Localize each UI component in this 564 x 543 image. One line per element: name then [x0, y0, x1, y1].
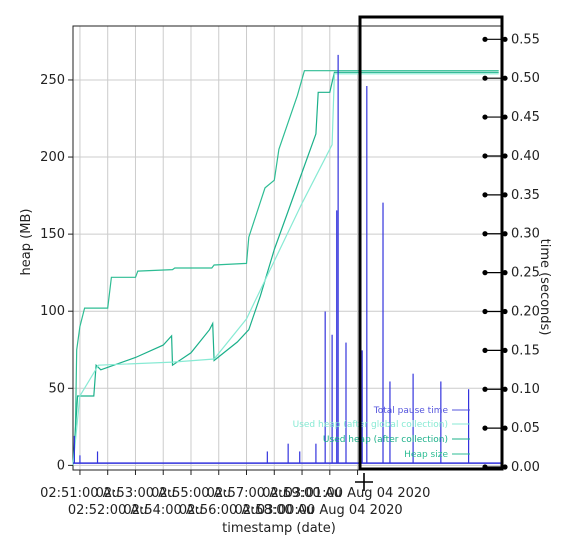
legend-label: Used heap (after collection) — [323, 435, 448, 445]
y-right-tick-label: 0.50 — [511, 71, 540, 86]
y-left-axis-title: heap (MB) — [19, 209, 34, 276]
series-line-1 — [72, 71, 499, 466]
y-right-tick-label: 0.00 — [511, 460, 540, 475]
selection-box[interactable] — [358, 15, 504, 471]
x-tick-label: 02:53:00 Au — [96, 486, 176, 501]
y-right-tick-dot — [502, 464, 508, 470]
x-tick-label: 02:56:00 Au — [179, 503, 259, 518]
y-right-tick-dot — [482, 308, 488, 315]
y-right-tick-label: 0.25 — [511, 266, 540, 281]
y-right-tick-dot — [482, 231, 488, 237]
x-tick-label: 02:59:00 Au — [262, 486, 342, 501]
y-right-tick-label: 0.35 — [511, 188, 540, 203]
y-right-tick-label: 0.40 — [511, 149, 540, 164]
x-tick-label: 02:58:00 Au — [234, 503, 314, 518]
y-right-tick-dot — [482, 153, 488, 159]
y-right-tick-dot — [482, 386, 488, 392]
y-right-tick-label: 0.55 — [511, 32, 540, 47]
x-tick-label: 03:00:00 Aug 04 2020 — [257, 503, 403, 518]
y-right-tick-dot — [502, 231, 508, 237]
y-right-axis-title: time (seconds) — [537, 239, 552, 336]
series-line-0 — [72, 70, 499, 466]
y-right-tick-dot — [502, 153, 508, 159]
x-tick-label: 02:52:00 Au — [68, 503, 148, 518]
x-tick-label: 03:01:00 Aug 04 2020 — [285, 486, 431, 501]
y-right-tick-dot — [482, 36, 488, 42]
y-left-tick-label: 0 — [57, 458, 65, 473]
y-right-tick-label: 0.10 — [511, 382, 540, 397]
y-left-tick-label: 250 — [40, 73, 65, 88]
y-right-tick-dot — [482, 192, 488, 198]
legend-label: Total pause time — [373, 406, 449, 416]
y-right-tick-dot — [482, 270, 488, 276]
x-tick-label: 02:54:00 Au — [123, 503, 203, 518]
y-right-tick-dot — [502, 36, 508, 42]
y-right-tick-label: 0.45 — [511, 110, 540, 125]
y-right-tick-dot — [502, 425, 508, 431]
y-right-tick-label: 0.20 — [511, 304, 540, 319]
y-right-tick-dot — [482, 114, 488, 120]
left-axis: 0 50 100 150 200 250 — [40, 73, 73, 473]
y-right-tick-dot — [502, 308, 508, 315]
crosshair-cursor-icon — [355, 473, 373, 491]
y-left-tick-label: 150 — [40, 227, 65, 242]
y-right-tick-dot — [482, 75, 488, 81]
y-left-tick-label: 200 — [40, 150, 65, 165]
grid-lines — [73, 26, 501, 470]
legend: Total pause time Used heap (after global … — [293, 406, 470, 460]
y-right-tick-dot — [502, 75, 508, 81]
x-axis-title: timestamp (date) — [222, 521, 336, 536]
y-right-tick-dot — [482, 347, 488, 353]
series-line-2 — [72, 73, 499, 466]
y-left-tick-label: 100 — [40, 304, 65, 319]
y-right-tick-label: 0.05 — [511, 421, 540, 436]
legend-label: Used heap (after global collection) — [293, 420, 448, 430]
legend-label: Heap size — [404, 450, 448, 460]
series-layer — [72, 54, 501, 466]
y-right-tick-dot — [502, 347, 508, 353]
y-right-tick-dot — [502, 386, 508, 392]
y-right-tick-dot — [502, 270, 508, 276]
y-right-tick-dot — [502, 192, 508, 198]
plot-frame — [72, 25, 502, 471]
x-axis: 02:51:00 Au 02:52:00 Au 02:53:00 Au 02:54:0… — [40, 470, 430, 518]
x-tick-label: 02:55:00 Au — [151, 486, 231, 501]
y-right-tick-label: 0.30 — [511, 227, 540, 242]
right-axis: 0.00 0.05 0.10 0.15 0.20 0.25 0.30 0.35 0.40 0.45… — [482, 16, 540, 475]
x-tick-label: 02:57:00 Au — [207, 486, 287, 501]
x-tick-label: 02:51:00 Au — [40, 486, 120, 501]
y-right-tick-dot — [502, 114, 508, 120]
y-right-tick-dot — [482, 425, 488, 431]
y-right-tick-label: 0.15 — [511, 343, 540, 358]
y-left-tick-label: 50 — [48, 381, 65, 396]
